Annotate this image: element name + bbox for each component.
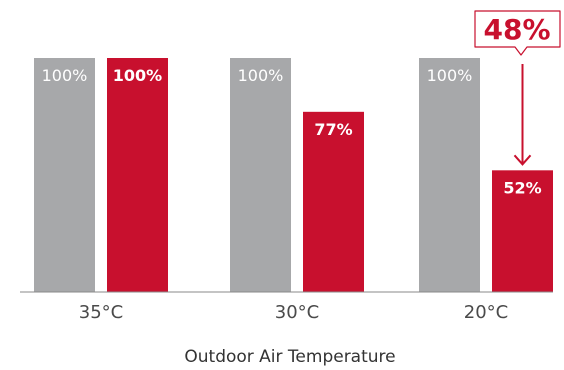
- x-tick-label-2: 30°C: [275, 302, 319, 323]
- bars-layer: [34, 58, 553, 292]
- reduction-arrow-head: [513, 154, 532, 166]
- bar-value-2: [303, 111, 364, 292]
- bar-baseline-2: [230, 58, 291, 292]
- callout-box: [474, 10, 561, 56]
- x-axis-title: Outdoor Air Temperature: [184, 347, 395, 367]
- bar-value-1: [107, 58, 168, 292]
- callout-text: 48%: [483, 13, 550, 46]
- x-tick-label-3: 20°C: [464, 302, 508, 323]
- bar-baseline-1: [34, 58, 95, 292]
- bar-value-3: [492, 170, 553, 292]
- x-tick-label-1: 35°C: [79, 302, 123, 323]
- data-label-value-3: 52%: [503, 178, 541, 197]
- data-label-baseline-1: 100%: [42, 66, 88, 85]
- data-label-value-1: 100%: [113, 66, 162, 85]
- data-labels: 100% 100% 100% 77% 100% 52%: [42, 66, 542, 197]
- reduction-callout: 48%: [474, 10, 561, 166]
- x-tick-labels: 35°C 30°C 20°C: [79, 302, 508, 323]
- bar-baseline-3: [419, 58, 480, 292]
- data-label-baseline-3: 100%: [427, 66, 473, 85]
- data-label-baseline-2: 100%: [238, 66, 284, 85]
- data-label-value-2: 77%: [314, 120, 352, 139]
